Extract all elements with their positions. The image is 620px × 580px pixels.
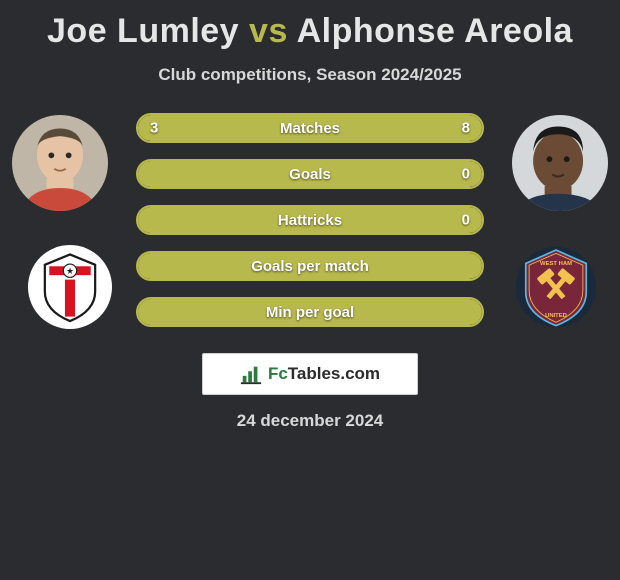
stat-value-left: 3 — [150, 120, 158, 137]
stat-bar: Matches 3 8 — [136, 113, 484, 143]
stat-label: Goals per match — [251, 258, 369, 275]
svg-text:UNITED: UNITED — [545, 313, 567, 319]
club1-badge — [28, 245, 112, 329]
brand-text: FcTables.com — [268, 364, 380, 384]
stat-value-right: 0 — [462, 166, 470, 183]
stat-bar: Hattricks 0 — [136, 205, 484, 235]
bar-fill-right — [231, 115, 482, 141]
stat-bars: Matches 3 8 Goals 0 Hattricks 0 Goals per match… — [136, 113, 484, 343]
comparison-body: WEST HAM UNITED Matches38Goals0Hattricks… — [0, 111, 620, 341]
brand-suffix: Tables.com — [288, 364, 380, 383]
stat-bar: Goals 0 — [136, 159, 484, 189]
stat-label: Min per goal — [266, 304, 354, 321]
stat-bar: Goals per match — [136, 251, 484, 281]
comparison-card: Joe Lumley vs Alphonse Areola Club compe… — [0, 0, 620, 580]
player2-avatar — [512, 115, 608, 211]
stat-label: Goals — [289, 166, 331, 183]
player1-avatar — [12, 115, 108, 211]
date-label: 24 december 2024 — [0, 411, 620, 431]
stat-label: Matches — [280, 120, 340, 137]
brand-box[interactable]: FcTables.com — [202, 353, 418, 395]
stat-value-right: 8 — [462, 120, 470, 137]
player2-name: Alphonse Areola — [297, 12, 573, 50]
subtitle: Club competitions, Season 2024/2025 — [0, 65, 620, 85]
page-title: Joe Lumley vs Alphonse Areola — [0, 12, 620, 51]
svg-text:WEST HAM: WEST HAM — [540, 261, 572, 267]
stat-bar: Min per goal — [136, 297, 484, 327]
club2-badge: WEST HAM UNITED — [514, 245, 598, 329]
brand-prefix: Fc — [268, 364, 288, 383]
stat-value-right: 0 — [462, 212, 470, 229]
stat-label: Hattricks — [278, 212, 342, 229]
vs-label: vs — [249, 12, 288, 50]
player1-name: Joe Lumley — [47, 12, 239, 50]
chart-icon — [240, 363, 262, 385]
